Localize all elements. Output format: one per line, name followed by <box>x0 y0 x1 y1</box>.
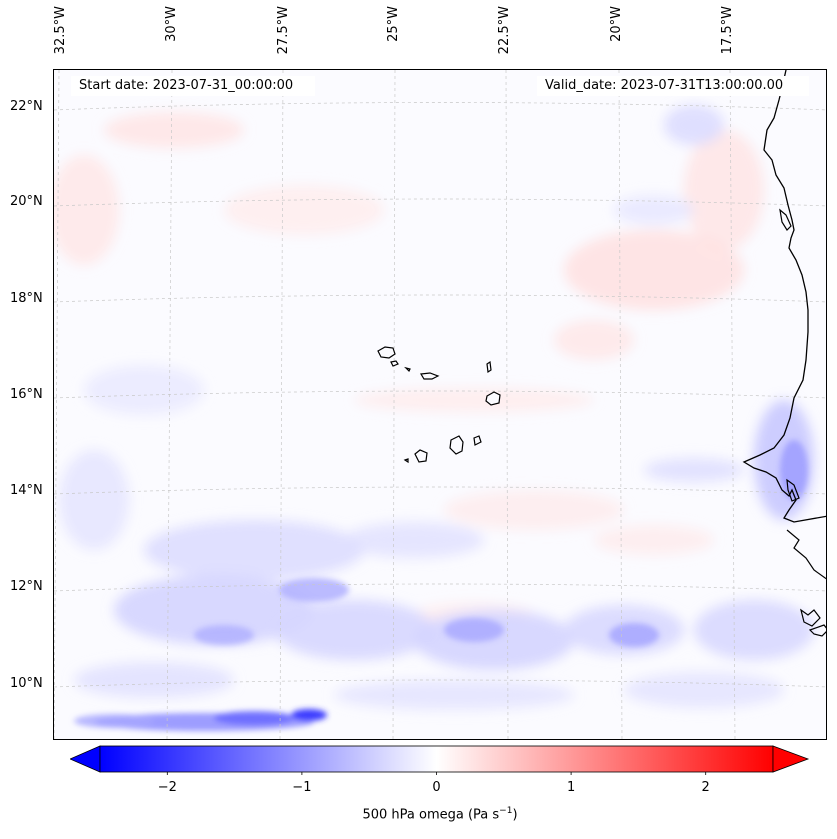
colorbar-gradient <box>99 745 774 773</box>
graticule-lon-27-5w <box>279 70 284 739</box>
coast-bijagos <box>800 608 821 627</box>
colorbar-label-close: ) <box>512 807 518 823</box>
colorbar-label-main: 500 hPa omega (Pa s <box>362 807 500 823</box>
colorbar-tick-label: 2 <box>701 780 710 795</box>
field-shading <box>54 105 814 710</box>
lat-label-22n: 22°N <box>10 99 43 114</box>
lon-label-17-5w: 17.5°W <box>720 6 735 55</box>
island-sao-nicolau <box>420 372 440 380</box>
graticule-lon-32-5w <box>54 70 60 739</box>
island-fogo <box>414 449 428 463</box>
lat-label-20n: 20°N <box>10 194 43 209</box>
omega-field-map <box>54 70 826 739</box>
graticule-lat-16n <box>54 390 826 399</box>
island-santa-luzia <box>404 366 411 373</box>
cape-verde-islands <box>377 346 501 464</box>
graticule-lat-20n <box>54 198 826 207</box>
coast-guinea-bissau <box>786 529 826 580</box>
island-santiago <box>449 435 464 455</box>
colorbar-tick-marks <box>166 772 707 775</box>
graticule-lat-10n <box>54 679 826 688</box>
coastline-details <box>779 208 826 637</box>
graticule-lon-30w <box>166 70 173 739</box>
graticule-lat-14n <box>54 486 826 495</box>
lon-label-30w: 30°W <box>164 6 179 42</box>
lon-label-20w: 20°W <box>609 6 624 42</box>
island-sal <box>486 360 492 374</box>
graticule-lon-20w <box>618 70 623 739</box>
colorbar-tick-label: −2 <box>157 780 177 795</box>
lat-label-16n: 16°N <box>10 387 43 402</box>
graticule-lat-22n <box>54 102 826 111</box>
lon-label-22-5w: 22.5°W <box>497 6 512 55</box>
lon-label-32-5w: 32.5°W <box>53 6 68 55</box>
lat-label-14n: 14°N <box>10 483 43 498</box>
lat-label-18n: 18°N <box>10 291 43 306</box>
lon-label-25w: 25°W <box>386 6 401 42</box>
coastline-africa <box>742 70 826 523</box>
field-intense-cells <box>74 440 808 731</box>
graticule-lat-18n <box>54 294 826 303</box>
colorbar-tick-label: 1 <box>566 780 576 795</box>
graticule-lon-22-5w <box>505 70 509 739</box>
graticule-lon-17-5w <box>729 70 736 739</box>
graticule-lon-25w <box>392 70 396 739</box>
coast-gambia <box>786 478 800 502</box>
island-maio <box>473 435 482 446</box>
lon-label-27-5w: 27.5°W <box>276 6 291 55</box>
start-date-box: Start date: 2023-07-31_00:00:00 <box>71 76 315 96</box>
colorbar-label: 500 hPa omega (Pa s−1) <box>0 806 837 822</box>
lat-label-12n: 12°N <box>10 579 43 594</box>
valid-date-box: Valid_date: 2023-07-31T13:00:00.00 <box>537 76 809 96</box>
colorbar-extend-max <box>772 745 810 773</box>
graticule-lat-12n <box>54 583 826 592</box>
colorbar-tick-label: −1 <box>292 780 312 795</box>
valid-date-text: Valid_date: 2023-07-31T13:00:00.00 <box>545 78 784 93</box>
island-sao-vicente <box>390 360 399 367</box>
island-boa-vista <box>485 391 501 406</box>
island-santo-antao <box>377 346 396 359</box>
map-panel <box>53 69 827 740</box>
colorbar-tick-label: 0 <box>432 780 441 795</box>
island-brava <box>403 458 409 464</box>
lat-label-10n: 10°N <box>10 676 43 691</box>
colorbar-extend-min <box>70 745 101 773</box>
colorbar <box>70 745 810 775</box>
colorbar-label-exponent: −1 <box>499 806 513 816</box>
coast-cap-blanc <box>779 208 792 231</box>
coast-guinea <box>808 624 826 637</box>
graticule <box>54 70 826 739</box>
start-date-text: Start date: 2023-07-31_00:00:00 <box>79 78 294 93</box>
